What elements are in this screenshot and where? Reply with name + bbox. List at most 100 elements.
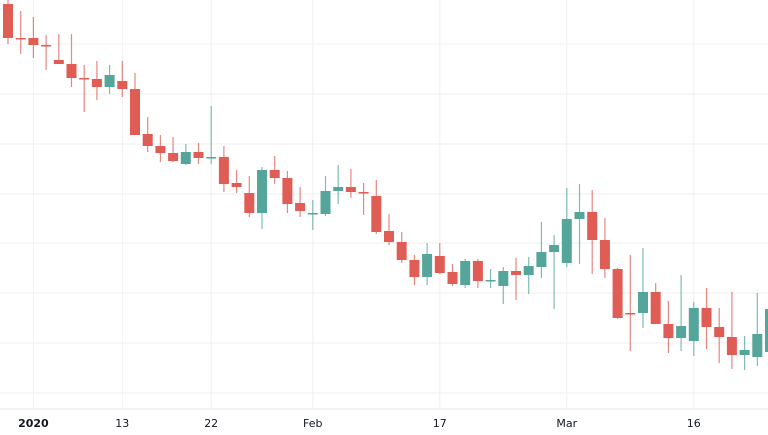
x-tick-label: Feb	[303, 417, 322, 430]
candle	[701, 288, 712, 349]
candle	[345, 169, 356, 198]
candle	[625, 255, 636, 351]
candle-body	[434, 256, 445, 273]
candle-body	[638, 292, 648, 313]
candle	[434, 243, 445, 274]
candle-body	[523, 266, 534, 275]
candle	[523, 257, 534, 294]
candle	[155, 135, 166, 162]
candle	[599, 218, 610, 278]
candle	[193, 143, 204, 164]
candle-body	[498, 271, 509, 286]
candle-body	[3, 4, 13, 38]
candle-body	[53, 60, 64, 64]
candle-body	[104, 75, 115, 87]
candle	[663, 301, 674, 353]
candle	[53, 34, 64, 64]
candle	[79, 65, 90, 112]
candle-body	[752, 334, 763, 357]
candle	[739, 336, 750, 370]
candle	[104, 65, 115, 94]
candle	[295, 187, 306, 217]
candle	[765, 309, 768, 352]
x-axis: 2020 13 22 Feb 17 Mar 16	[18, 417, 701, 430]
candle	[574, 184, 585, 264]
candle-body	[460, 261, 471, 285]
candle	[726, 292, 737, 369]
candle	[714, 308, 725, 363]
candle	[3, 0, 13, 44]
candle	[130, 73, 140, 135]
candle	[650, 283, 661, 324]
candle-body	[231, 183, 242, 187]
candle	[409, 255, 420, 285]
candle-body	[371, 196, 382, 232]
candle	[549, 235, 560, 309]
x-tick-label: 22	[204, 417, 218, 430]
candle-body	[206, 157, 217, 159]
candle	[244, 176, 255, 217]
candle-body	[320, 191, 331, 214]
candle	[206, 106, 217, 164]
candle-body	[79, 78, 90, 80]
x-tick-label: 17	[433, 417, 447, 430]
candle-body	[295, 203, 306, 211]
candle	[307, 200, 318, 230]
candle	[396, 232, 407, 263]
candle-body	[333, 187, 344, 191]
candle-body	[28, 38, 39, 45]
candle	[168, 137, 179, 162]
candle-body	[561, 219, 572, 263]
candle-body	[130, 89, 140, 135]
candle	[422, 243, 433, 285]
candle-body	[218, 157, 229, 184]
candle	[752, 293, 763, 366]
candle-body	[155, 146, 166, 153]
candle-body	[472, 261, 483, 281]
candle	[269, 156, 280, 184]
candle	[41, 35, 52, 70]
candle-body	[396, 242, 407, 260]
candle	[676, 275, 687, 351]
candle	[384, 214, 394, 245]
candle	[180, 144, 191, 165]
x-tick-label: 13	[115, 417, 129, 430]
candle-body	[511, 271, 521, 275]
candle-body	[142, 134, 153, 146]
candle	[333, 165, 344, 204]
candle	[282, 171, 293, 213]
candle-body	[193, 152, 204, 158]
candle-body	[765, 309, 768, 352]
candle-body	[257, 170, 267, 213]
candle	[498, 267, 509, 304]
candle	[485, 269, 496, 288]
candle-body	[447, 272, 458, 284]
candle	[371, 180, 382, 234]
candle-body	[307, 213, 318, 215]
x-tick-label: 16	[687, 417, 701, 430]
candle-body	[688, 308, 699, 341]
candle	[561, 188, 572, 267]
candle	[536, 222, 547, 278]
candle-body	[599, 240, 610, 269]
x-tick-label: Mar	[556, 417, 577, 430]
grid	[0, 0, 768, 409]
candle	[688, 302, 699, 356]
candle	[511, 258, 521, 300]
candle-body	[168, 153, 179, 161]
candles	[3, 0, 768, 370]
candle-body	[714, 327, 725, 337]
candle-body	[676, 326, 687, 338]
candle-body	[15, 38, 26, 40]
candle-body	[701, 308, 712, 327]
candle-body	[612, 269, 623, 318]
candle	[638, 248, 648, 328]
candle-body	[282, 178, 293, 204]
candle	[91, 61, 102, 100]
candle-body	[409, 260, 420, 277]
candle	[587, 190, 598, 274]
candle-body	[117, 81, 128, 89]
candle-body	[574, 212, 585, 219]
candle	[66, 34, 77, 87]
